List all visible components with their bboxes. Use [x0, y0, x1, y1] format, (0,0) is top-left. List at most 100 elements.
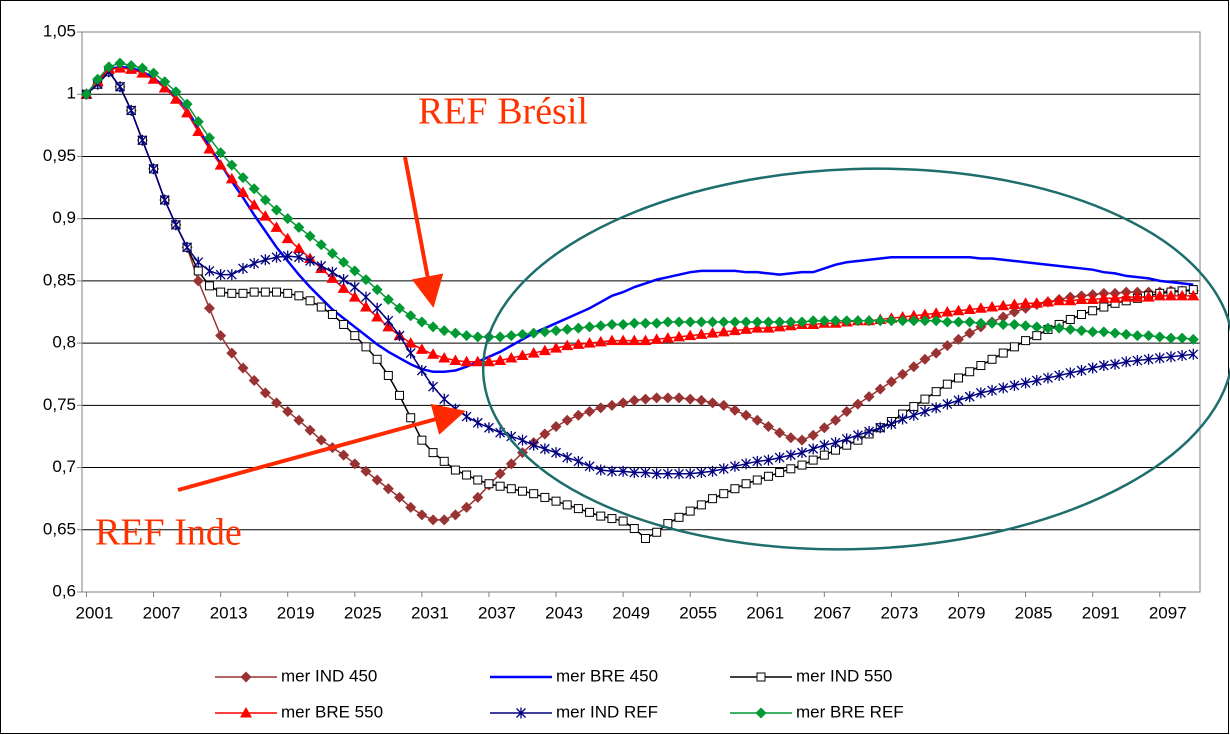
annotation: REF Brésil	[418, 91, 588, 133]
marker	[404, 337, 417, 348]
legend-label: mer BRE 450	[556, 666, 658, 685]
series-line	[85, 70, 1194, 475]
marker	[1188, 348, 1199, 360]
marker	[461, 501, 473, 513]
marker	[517, 486, 527, 496]
marker	[729, 316, 741, 328]
marker	[897, 368, 909, 380]
marker	[740, 316, 752, 328]
marker	[719, 489, 729, 499]
x-tick-label: 2091	[1082, 603, 1120, 622]
marker	[349, 281, 360, 293]
marker	[997, 311, 1009, 323]
marker	[159, 194, 170, 206]
legend: mer IND 450 mer BRE 450 mer IND 550 mer BRE…	[215, 666, 904, 721]
marker	[729, 404, 741, 416]
marker	[774, 427, 786, 439]
marker	[1143, 330, 1155, 342]
marker	[148, 163, 159, 175]
marker	[953, 394, 964, 406]
marker	[797, 460, 807, 470]
marker	[405, 501, 417, 513]
marker	[730, 484, 740, 494]
y-tick-label: 0,85	[43, 270, 76, 289]
x-tick-label: 2067	[813, 603, 851, 622]
marker	[114, 57, 126, 69]
marker	[439, 456, 449, 466]
marker	[550, 325, 562, 337]
marker	[707, 316, 719, 328]
x-tick-label: 2007	[143, 603, 181, 622]
marker	[594, 335, 607, 347]
x-tick-label: 2061	[746, 603, 784, 622]
marker	[249, 287, 259, 297]
marker	[315, 239, 327, 251]
marker	[1054, 369, 1065, 381]
marker	[1120, 291, 1133, 302]
marker	[920, 394, 930, 404]
marker	[785, 316, 797, 328]
marker	[350, 331, 360, 341]
marker	[673, 330, 686, 342]
marker	[283, 288, 293, 298]
marker	[751, 414, 763, 426]
marker	[684, 316, 696, 328]
marker	[1031, 321, 1043, 333]
marker	[998, 348, 1008, 358]
marker	[651, 317, 663, 329]
marker	[685, 506, 695, 516]
marker	[449, 327, 461, 339]
marker	[763, 454, 774, 466]
marker	[662, 316, 674, 328]
marker	[248, 198, 261, 210]
marker	[987, 354, 997, 364]
marker	[460, 355, 473, 367]
highlight-ellipse	[481, 167, 1230, 551]
marker	[305, 296, 315, 306]
x-tick-label: 2013	[210, 603, 248, 622]
marker	[661, 332, 674, 343]
marker	[652, 527, 662, 537]
marker	[1154, 352, 1165, 364]
marker	[148, 67, 160, 79]
marker	[998, 382, 1009, 394]
x-tick-label: 2073	[881, 603, 919, 622]
marker	[786, 464, 796, 474]
marker	[326, 248, 338, 260]
y-tick-label: 0,8	[52, 333, 76, 352]
marker	[1110, 358, 1120, 370]
marker	[718, 463, 729, 475]
marker	[170, 219, 181, 231]
marker	[931, 387, 941, 397]
marker	[1053, 322, 1065, 334]
marker	[483, 422, 494, 434]
marker	[1042, 372, 1053, 384]
marker	[796, 434, 808, 446]
marker	[92, 73, 104, 85]
marker	[640, 533, 650, 543]
marker	[572, 322, 584, 334]
marker	[696, 467, 707, 479]
marker	[315, 434, 327, 446]
marker	[372, 302, 383, 314]
marker	[584, 406, 596, 418]
marker	[215, 330, 227, 342]
marker	[695, 394, 707, 406]
marker	[974, 302, 987, 313]
marker	[885, 376, 897, 388]
marker	[1187, 333, 1199, 345]
marker	[348, 291, 361, 302]
x-tick-label: 2031	[411, 603, 449, 622]
marker	[606, 318, 618, 330]
marker	[1131, 330, 1143, 342]
marker	[551, 447, 561, 459]
marker	[662, 392, 674, 404]
marker	[976, 361, 986, 371]
marker	[472, 417, 483, 429]
marker	[416, 509, 428, 521]
marker	[942, 398, 953, 410]
marker	[696, 500, 706, 510]
marker	[819, 450, 829, 460]
marker	[763, 471, 773, 481]
marker	[237, 362, 249, 374]
